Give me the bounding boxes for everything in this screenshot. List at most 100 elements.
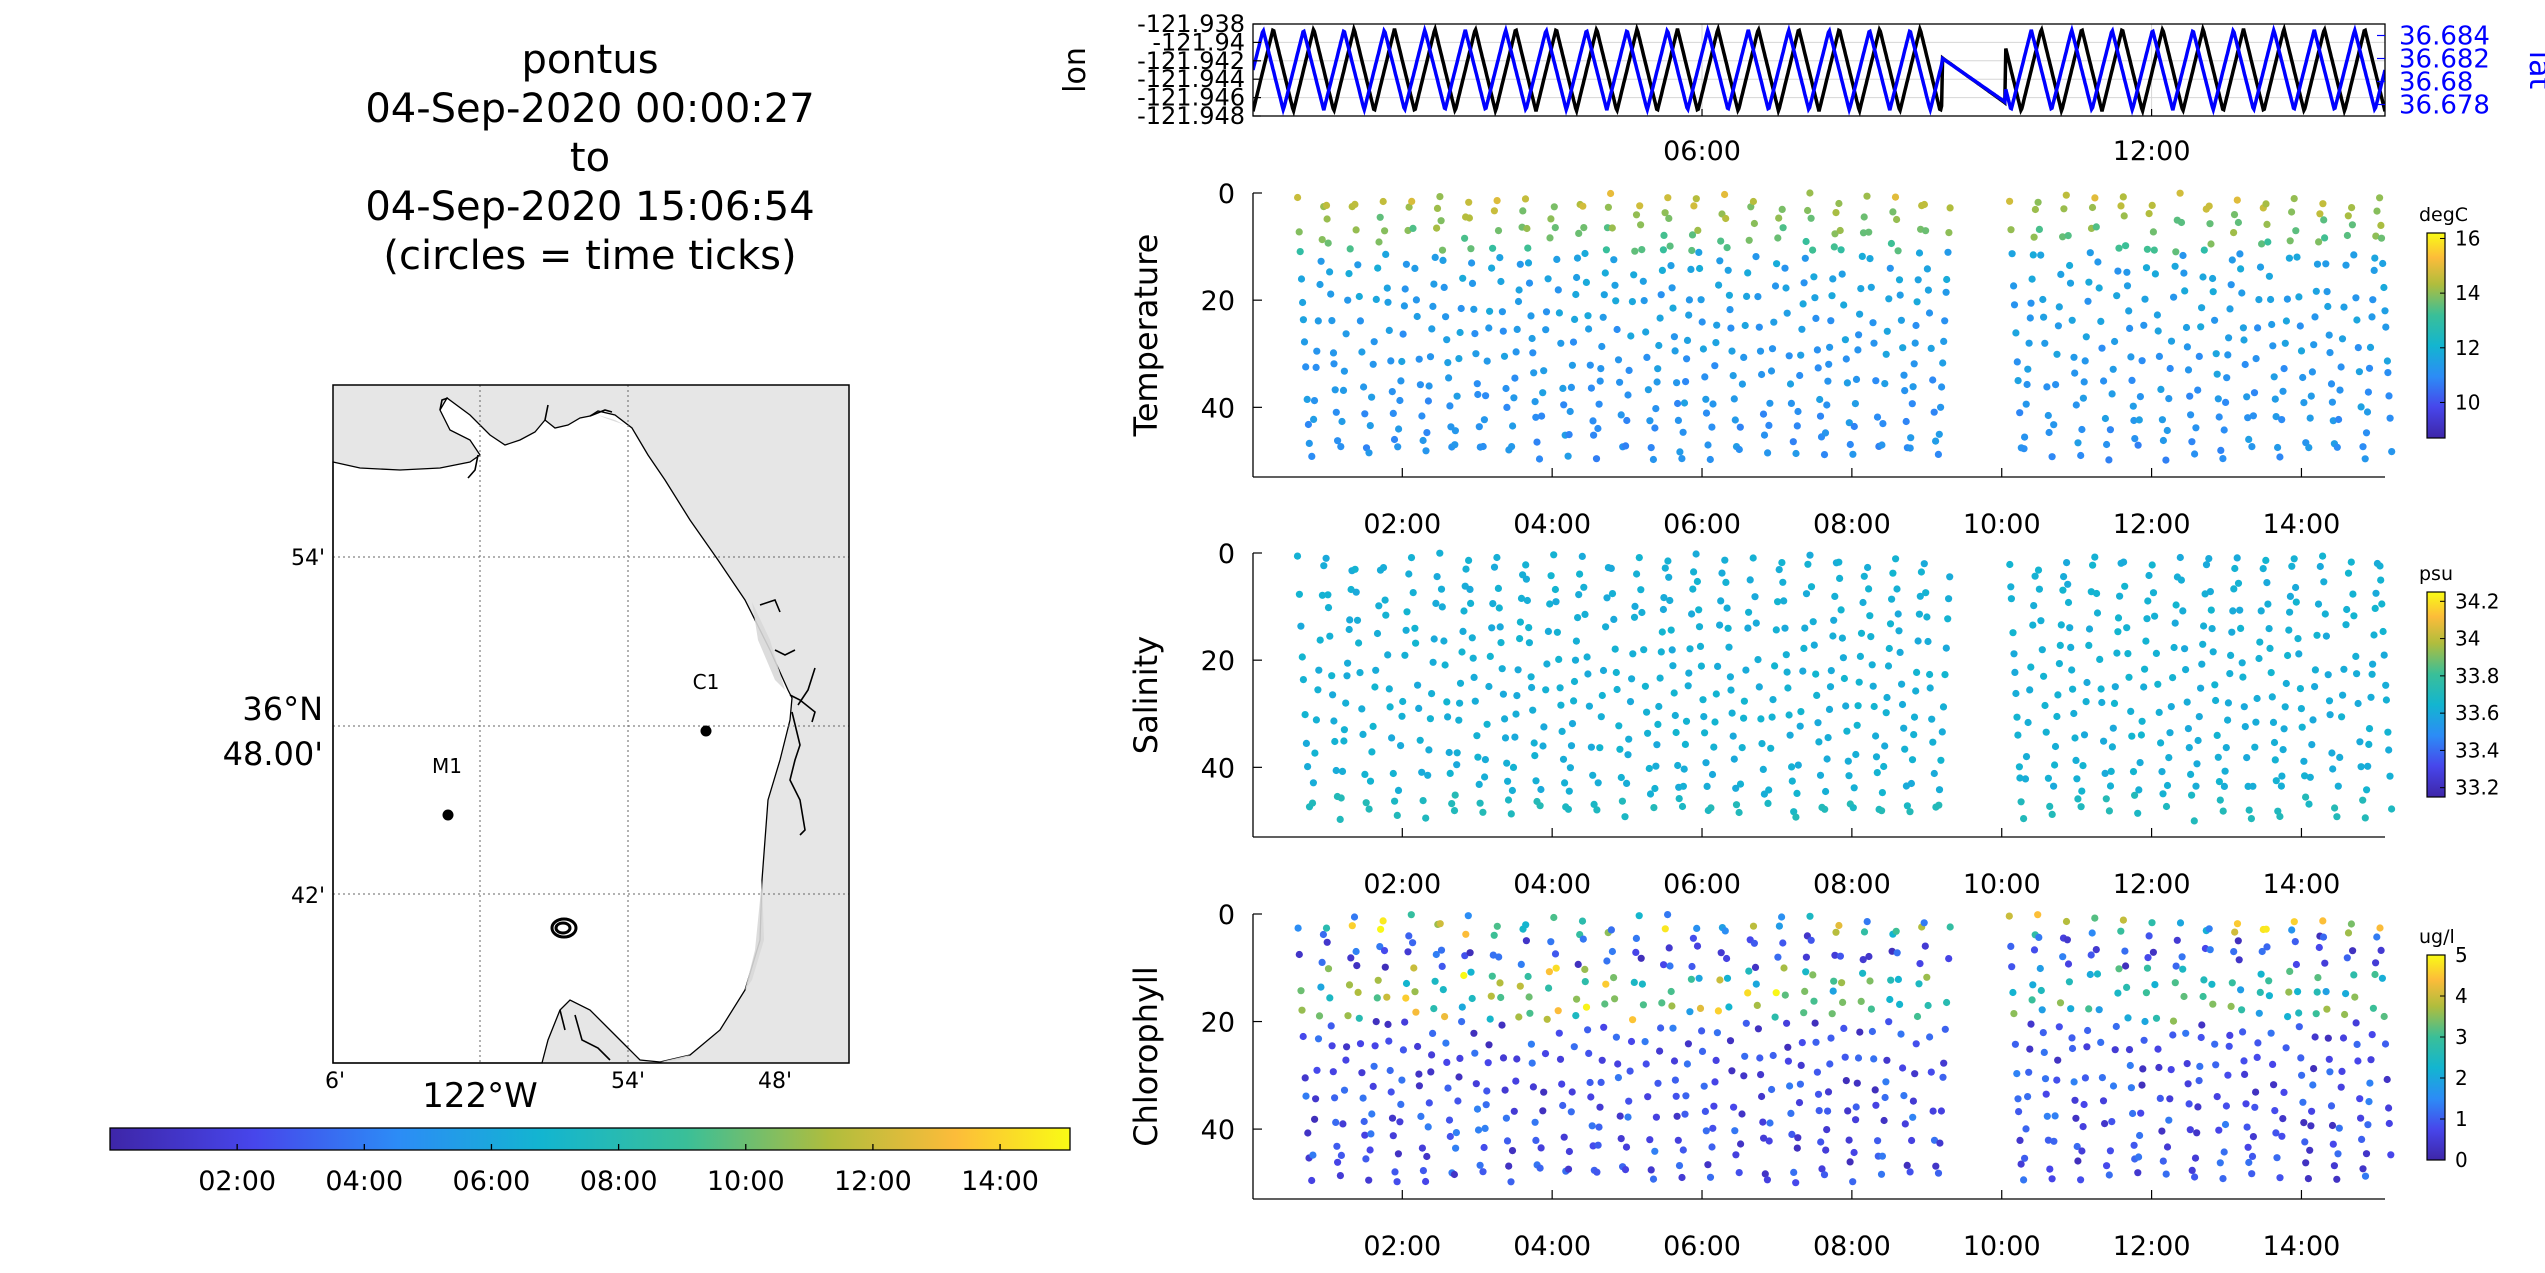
chlorophyll-point — [1822, 1146, 1830, 1154]
salinity-point — [2024, 718, 2032, 727]
temperature-point — [1865, 228, 1873, 236]
temperature-point — [2143, 245, 2151, 253]
chlorophyll-point — [1775, 922, 1783, 930]
chlorophyll-point — [1790, 1168, 1798, 1176]
salinity-point — [1456, 699, 1464, 707]
temperature-point — [2066, 279, 2075, 287]
salinity-point — [1311, 749, 1319, 757]
salinity-point — [1556, 684, 1564, 692]
salinity-point — [1623, 779, 1631, 788]
salinity-point — [1724, 624, 1732, 632]
salinity-point — [1308, 799, 1317, 807]
salinity-point — [1802, 590, 1811, 598]
salinity-point — [1939, 703, 1948, 711]
chlorophyll-point — [2295, 1009, 2303, 1017]
salinity-point — [1438, 603, 1446, 611]
chlorophyll-point — [1603, 957, 1611, 965]
salinity-point — [2311, 683, 2319, 691]
temperature-point — [2381, 307, 2389, 315]
chlorophyll-point — [1326, 994, 1334, 1002]
chlorophyll-point — [1489, 951, 1497, 959]
temperature-point — [2079, 394, 2087, 402]
salinity-x-tick-5: 12:00 — [2113, 869, 2191, 900]
lon-tick-48: 48' — [758, 1069, 792, 1094]
chlorophyll-point — [2109, 1082, 2118, 1090]
salinity-x-tick-1: 04:00 — [1513, 869, 1591, 900]
temperature-point — [1824, 377, 1832, 385]
salinity-point — [2266, 644, 2274, 653]
temperature-point — [1669, 304, 1677, 312]
temperature-point — [2224, 351, 2232, 359]
temperature-point — [2197, 323, 2205, 331]
temperature-point — [2120, 212, 2128, 220]
temperature-point — [2226, 305, 2234, 313]
temperature-point — [2249, 412, 2257, 420]
chlorophyll-point — [1482, 1101, 1490, 1109]
lat-tick-0: 36.684 — [2399, 22, 2490, 52]
chlorophyll-point — [1832, 928, 1840, 936]
chlorophyll-point — [1842, 1077, 1850, 1085]
salinity-point — [1624, 751, 1632, 759]
temperature-point — [1915, 249, 1924, 257]
chlorophyll-point — [1602, 980, 1610, 988]
lon-series-line — [1253, 24, 2385, 116]
salinity-point — [1456, 679, 1465, 687]
chlorophyll-point — [1567, 1108, 1575, 1116]
temperature-point — [1694, 226, 1702, 234]
temperature-point — [1657, 291, 1665, 299]
temperature-point — [1821, 429, 1830, 437]
salinity-point — [2185, 744, 2193, 752]
temperature-point — [2129, 402, 2137, 410]
salinity-point — [2110, 699, 2119, 708]
temperature-point — [2094, 258, 2102, 266]
temperature-point — [1644, 386, 1652, 394]
salinity-point — [1872, 732, 1880, 740]
chlorophyll-point — [1397, 1100, 1405, 1108]
temperature-point — [2077, 451, 2085, 460]
salinity-point — [2259, 565, 2267, 573]
position-ticks: -121.938-121.94-121.942-121.944-121.946-… — [1137, 10, 2490, 167]
temperature-point — [2352, 294, 2360, 302]
salinity-point — [1738, 744, 1746, 752]
chlorophyll-point — [1328, 1042, 1336, 1050]
chlorophyll-point — [2347, 920, 2355, 928]
salinity-point — [1838, 634, 1846, 642]
chlorophyll-point — [1632, 948, 1640, 957]
chlorophyll-point — [1581, 978, 1589, 986]
chlorophyll-point — [2199, 992, 2207, 1001]
salinity-point — [1916, 592, 1924, 600]
chlorophyll-point — [1452, 1129, 1460, 1137]
salinity-point — [1901, 745, 1909, 753]
chlorophyll-point — [1545, 968, 1553, 976]
chlorophyll-point — [1385, 1037, 1393, 1045]
salinity-point — [2296, 685, 2304, 693]
salinity-point — [2276, 812, 2284, 821]
temperature-point — [2084, 297, 2092, 305]
salinity-point — [1880, 762, 1888, 771]
temperature-point — [2072, 401, 2080, 409]
temperature-point — [1942, 288, 1950, 296]
salinity-points — [1293, 549, 2396, 825]
salinity-point — [2007, 583, 2015, 591]
temperature-point — [1835, 199, 1843, 208]
temperature-point — [1303, 395, 1311, 403]
lat-tick-42: 42' — [291, 884, 325, 909]
temperature-point — [1433, 224, 1441, 232]
temperature-point — [2238, 289, 2246, 297]
temperature-point — [2363, 408, 2372, 416]
chlorophyll-point — [1543, 1015, 1551, 1023]
chlorophyll-point — [1750, 939, 1758, 947]
chlorophyll-point — [2248, 1152, 2257, 1160]
chlorophyll-point — [1872, 1101, 1880, 1109]
temperature-point — [1385, 326, 1393, 334]
temperature-point — [1500, 352, 1509, 360]
chlorophyll-x-tick-1: 04:00 — [1513, 1231, 1591, 1262]
temperature-point — [2028, 275, 2036, 283]
temperature-point — [2071, 369, 2079, 377]
chlorophyll-point — [1846, 1158, 1854, 1166]
salinity-point — [2140, 683, 2148, 691]
temperature-point — [2368, 313, 2376, 321]
temperature-point — [2279, 387, 2287, 395]
temperature-point — [2228, 256, 2236, 264]
temperature-point — [2008, 250, 2016, 258]
